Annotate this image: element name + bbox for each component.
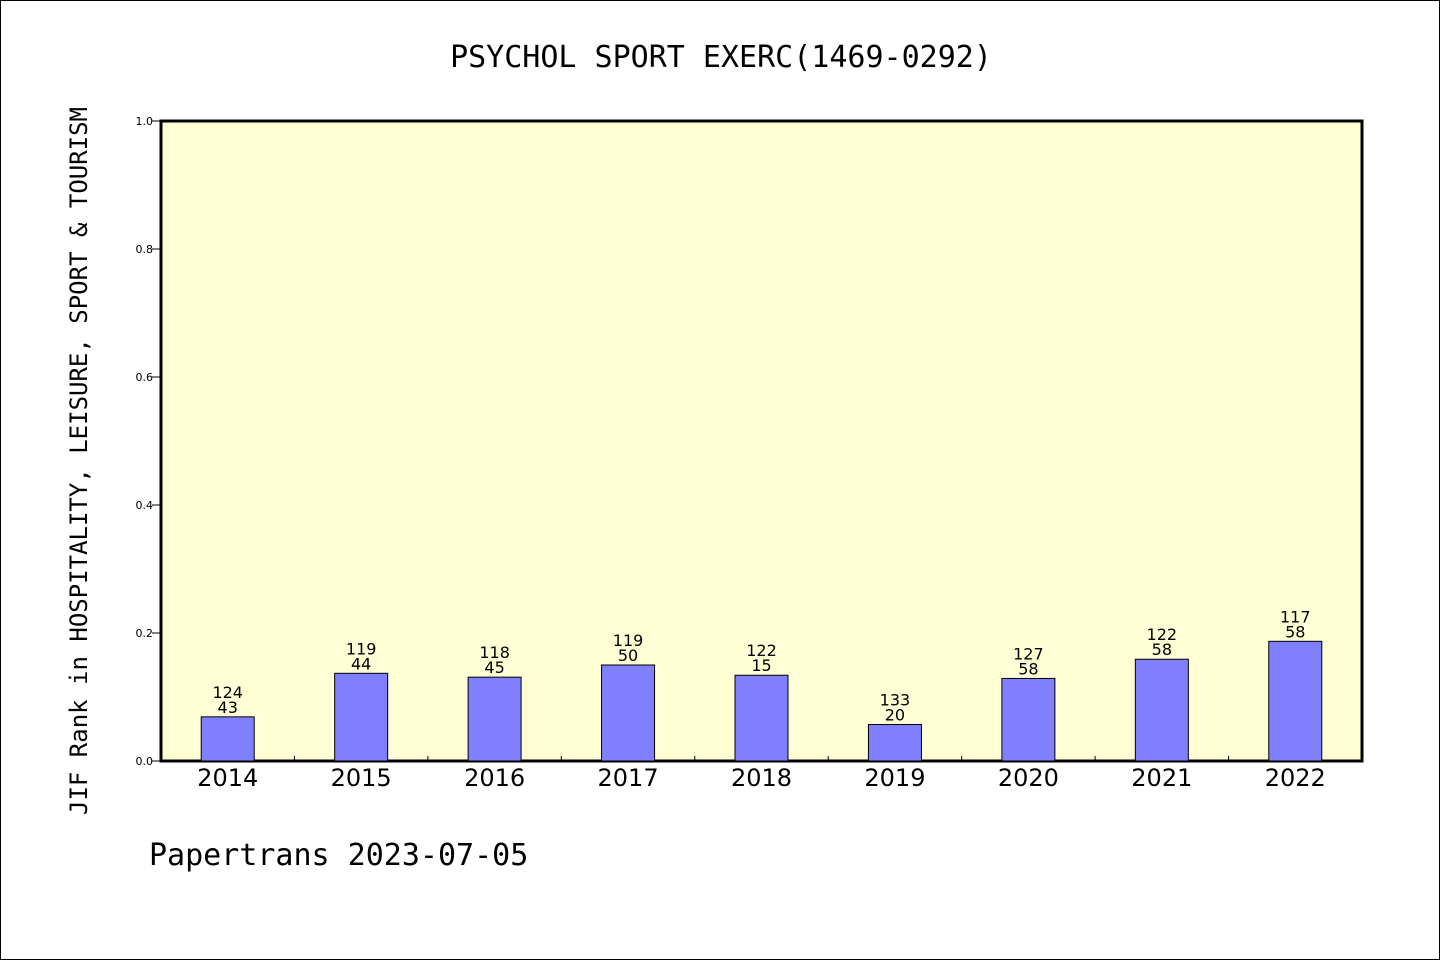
bar-rank-label: 20 (885, 706, 905, 725)
bar-total-label: 122 (746, 641, 777, 660)
bar-rank-label: 45 (484, 658, 504, 677)
bar-2022 (1268, 640, 1323, 762)
x-tick-label: 2021 (1131, 764, 1192, 792)
y-tick-label: 0.6 (136, 371, 154, 384)
bar-2014 (200, 716, 255, 762)
bar-total-label: 122 (1147, 625, 1178, 644)
bar-2015 (334, 672, 389, 762)
x-tick-label: 2018 (731, 764, 792, 792)
x-tick-label: 2017 (598, 764, 659, 792)
x-tick-label: 2020 (998, 764, 1059, 792)
bar-rank-label: 58 (1285, 622, 1305, 641)
x-tick-label: 2022 (1265, 764, 1326, 792)
bar-2021 (1134, 658, 1189, 762)
x-tick-label: 2014 (197, 764, 258, 792)
x-tick-label: 2015 (331, 764, 392, 792)
bars-group (200, 640, 1323, 762)
bar-2020 (1001, 677, 1056, 762)
bar-2018 (734, 674, 789, 762)
bar-rank-label: 58 (1018, 659, 1038, 678)
y-axis-ticks: 0.0 0.2 0.4 0.6 0.8 1.0 (136, 115, 161, 768)
y-tick-label: 0.8 (136, 243, 154, 256)
y-tick-label: 0.0 (136, 755, 154, 768)
bar-total-label: 119 (613, 631, 644, 650)
y-tick-label: 1.0 (136, 115, 154, 128)
bar-total-label: 127 (1013, 644, 1044, 663)
bar-2019 (867, 724, 922, 762)
x-tick-label: 2019 (864, 764, 925, 792)
bar-2017 (601, 664, 656, 762)
bar-rank-label: 50 (618, 646, 638, 665)
bar-2016 (467, 676, 522, 762)
x-tick-label: 2016 (464, 764, 525, 792)
bar-rank-label: 44 (351, 654, 371, 673)
footer-credit: Papertrans 2023-07-05 (149, 838, 528, 873)
y-axis-label: JIF Rank in HOSPITALITY, LEISURE, SPORT … (65, 107, 93, 815)
plot-area (159, 119, 1364, 763)
bar-total-label: 119 (346, 639, 377, 658)
bar-total-label: 124 (212, 683, 243, 702)
bar-rank-label: 58 (1152, 640, 1172, 659)
y-tick-label: 0.2 (136, 627, 154, 640)
bar-total-label: 117 (1280, 607, 1311, 626)
chart-title: PSYCHOL SPORT EXERC(1469-0292) (450, 40, 992, 75)
x-axis-ticks: 2014 2015 2016 2017 2018 2019 2020 2021 2022 (197, 756, 1326, 792)
y-tick-label: 0.4 (136, 499, 154, 512)
bar-rank-label: 15 (751, 656, 771, 675)
bar-total-label: 133 (880, 691, 911, 710)
bar-rank-label: 43 (218, 698, 238, 717)
bar-total-label: 118 (479, 643, 510, 662)
